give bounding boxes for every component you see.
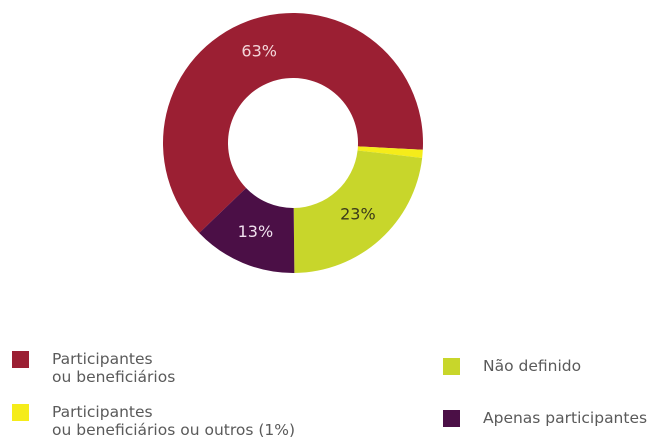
data-label: 13% bbox=[238, 222, 274, 241]
legend-label: Participantes ou beneficiários ou outros… bbox=[52, 403, 296, 439]
donut-slice bbox=[357, 146, 423, 158]
legend-label: Participantes ou beneficiários bbox=[52, 350, 176, 386]
legend-label: Apenas participantes bbox=[483, 409, 648, 427]
legend-item: Participantes ou beneficiários bbox=[12, 350, 175, 386]
chart: 63% 23% 13% bbox=[163, 12, 423, 273]
donut-slice bbox=[199, 187, 295, 273]
legend-swatch bbox=[443, 358, 460, 375]
legend-item: Não definido bbox=[443, 357, 581, 375]
donut-slice bbox=[163, 12, 423, 233]
legend-swatch bbox=[12, 351, 29, 368]
legend-swatch bbox=[12, 404, 29, 421]
legend-item: Apenas participantes bbox=[443, 409, 647, 427]
data-label: 23% bbox=[340, 205, 376, 224]
legend-label: Não definido bbox=[483, 357, 582, 375]
legend-swatch bbox=[443, 410, 460, 427]
legend-item: Participantes ou beneficiários ou outros… bbox=[12, 403, 295, 439]
donut-slice bbox=[293, 150, 423, 273]
data-label: 63% bbox=[241, 42, 277, 61]
